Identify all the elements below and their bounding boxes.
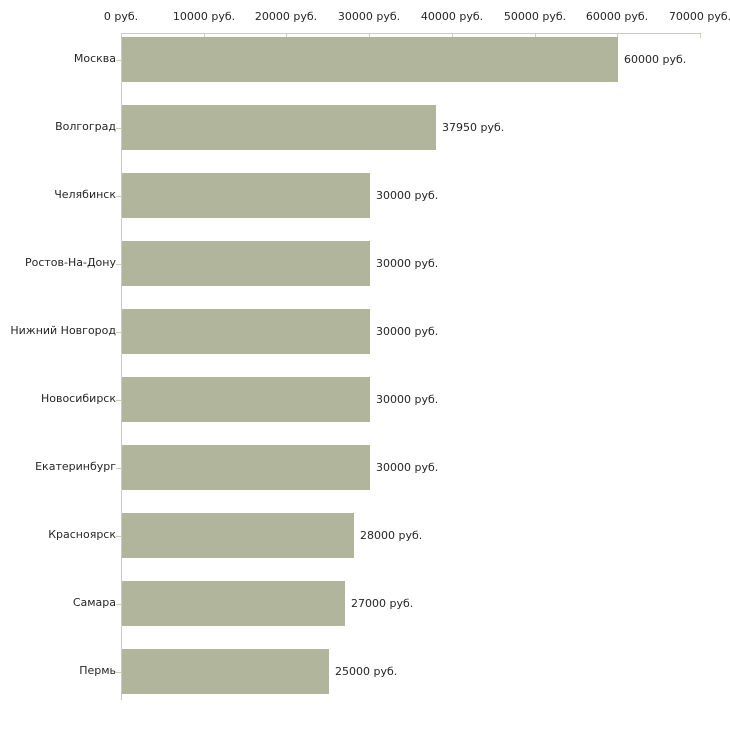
x-axis-tick-label: 40000 руб. <box>420 10 484 23</box>
category-label: Пермь <box>79 664 116 677</box>
value-label: 25000 руб. <box>335 665 398 678</box>
category-label: Волгоград <box>55 120 116 133</box>
x-axis-tick-label: 0 руб. <box>103 10 139 23</box>
x-axis-tick-label: 60000 руб. <box>585 10 649 23</box>
x-axis-tick-mark <box>452 34 453 38</box>
y-axis-tick-mark <box>116 604 121 605</box>
category-label: Нижний Новгород <box>10 324 116 337</box>
x-axis-tick-label: 30000 руб. <box>337 10 401 23</box>
x-axis-tick-label: 50000 руб. <box>503 10 567 23</box>
category-label: Новосибирск <box>40 392 116 405</box>
bar-5 <box>122 309 370 354</box>
bar-9 <box>122 581 345 626</box>
y-axis-tick-mark <box>116 128 121 129</box>
category-label: Самара <box>72 596 116 609</box>
bar-8 <box>122 513 354 558</box>
value-label: 37950 руб. <box>442 121 505 134</box>
bar-2 <box>122 105 436 150</box>
y-axis-tick-mark <box>116 672 121 673</box>
bar-10 <box>122 649 329 694</box>
value-label: 28000 руб. <box>360 529 423 542</box>
bar-1 <box>122 37 618 82</box>
y-axis-tick-mark <box>116 196 121 197</box>
value-label: 30000 руб. <box>376 393 439 406</box>
bar-4 <box>122 241 370 286</box>
x-axis-tick-mark <box>204 34 205 38</box>
bar-7 <box>122 445 370 490</box>
x-axis-tick-label: 10000 руб. <box>172 10 236 23</box>
x-axis-tick-mark <box>535 34 536 38</box>
category-label: Екатеринбург <box>35 460 116 473</box>
value-label: 30000 руб. <box>376 189 439 202</box>
value-label: 60000 руб. <box>624 53 687 66</box>
x-axis-tick-label: 20000 руб. <box>254 10 318 23</box>
bar-6 <box>122 377 370 422</box>
value-label: 27000 руб. <box>351 597 414 610</box>
x-axis-tick-mark <box>700 34 701 38</box>
y-axis-tick-mark <box>116 332 121 333</box>
x-axis-tick-mark <box>369 34 370 38</box>
y-axis-tick-mark <box>116 536 121 537</box>
value-label: 30000 руб. <box>376 257 439 270</box>
y-axis-tick-mark <box>116 60 121 61</box>
value-label: 30000 руб. <box>376 325 439 338</box>
y-axis-tick-mark <box>116 264 121 265</box>
bar-3 <box>122 173 370 218</box>
x-axis-tick-mark <box>121 34 122 38</box>
x-axis-tick-label: 70000 руб. <box>668 10 730 23</box>
value-label: 30000 руб. <box>376 461 439 474</box>
category-label: Ростов-На-Дону <box>24 256 116 269</box>
category-label: Челябинск <box>54 188 116 201</box>
category-label: Красноярск <box>48 528 116 541</box>
x-axis-tick-mark <box>617 34 618 38</box>
y-axis-tick-mark <box>116 468 121 469</box>
y-axis-tick-mark <box>116 400 121 401</box>
x-axis-tick-mark <box>286 34 287 38</box>
category-label: Москва <box>73 52 116 65</box>
plot-area: 60000 руб. 37950 руб. 30000 руб. 30000 руб.… <box>116 33 701 700</box>
